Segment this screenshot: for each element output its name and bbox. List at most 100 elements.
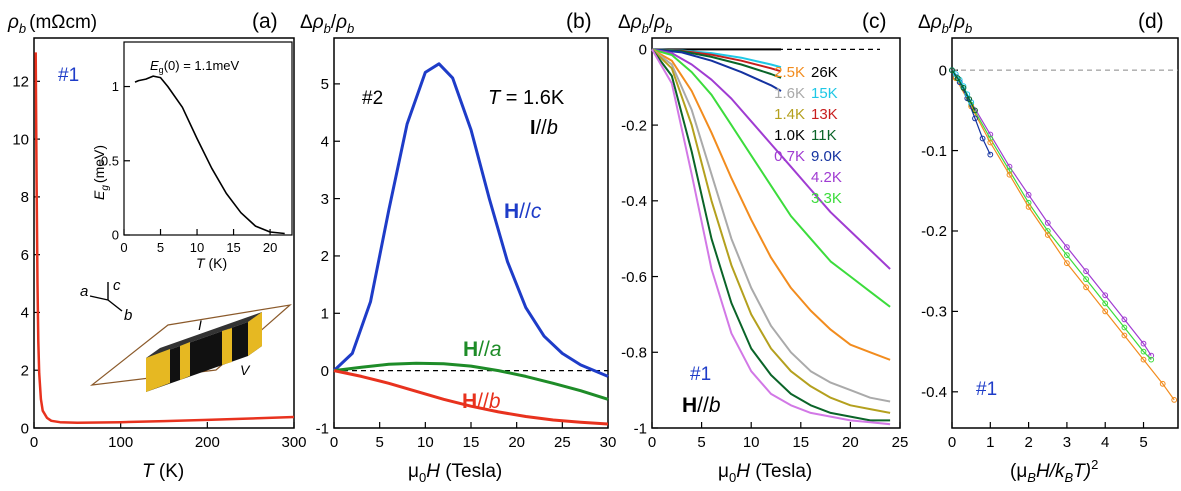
panel-b-xlabel-sub: 0 — [419, 470, 426, 485]
panel-c-ylabel-sub1: b — [642, 21, 649, 36]
data-point — [1044, 220, 1051, 226]
panel-c-field-sl: // — [697, 394, 709, 417]
label-Hb-sl: // — [477, 390, 489, 413]
inset-ylabel-unit: (meV) — [91, 145, 107, 183]
data-point — [949, 67, 955, 74]
panel-b-ytick-label: 5 — [321, 76, 329, 93]
panel-b-xtick-label: 25 — [554, 434, 571, 451]
series-H-b — [333, 369, 609, 426]
data-point — [1148, 356, 1155, 363]
panel-b-xtick-label: 15 — [463, 434, 480, 451]
legend-entry: 26K — [811, 64, 838, 81]
label-Ha-sl: // — [478, 338, 490, 361]
panel-b-ylabel: Δρb/ρb — [300, 12, 354, 36]
panel-a-sample: #1 — [58, 65, 79, 86]
panel-c-ytick-label: -0.6 — [621, 269, 647, 286]
inset-xlabel-italic: T — [196, 255, 206, 271]
data-point — [1121, 324, 1128, 331]
panel-b: (b) Δρb/ρb #2 T = 1.6K I//b H//c H//a H/… — [300, 10, 616, 485]
panel-d-ylabel: Δρb/ρb — [918, 12, 972, 36]
label-Ha: H//a — [463, 338, 502, 361]
legend-entry: 11K — [811, 127, 837, 144]
legend-entry: 1.0K — [774, 127, 805, 144]
series-3.3K — [955, 77, 1152, 361]
panel-c-ylabel-slash: / — [649, 12, 655, 33]
panel-b-ylabel-slash: / — [331, 12, 337, 33]
panel-d-ytick-label: -0.3 — [921, 304, 947, 321]
series-1.4K — [651, 48, 891, 414]
panel-d-ylabel-sub2: b — [965, 21, 972, 36]
panel-c-xtick-label: 10 — [743, 434, 760, 451]
panel-b-ylabel-rho1: ρ — [312, 12, 324, 33]
series-4.2K — [955, 76, 1152, 356]
panel-b-current-b: b — [547, 117, 558, 139]
data-point — [1102, 308, 1109, 315]
panel-b-sample: #2 — [362, 88, 383, 109]
panel-c-field: H//b — [682, 394, 721, 417]
data-point — [1121, 316, 1128, 323]
data-point — [1006, 171, 1013, 178]
panel-a-ytick-label: 10 — [12, 131, 29, 148]
axis-label-a: a — [80, 283, 88, 300]
panel-c-ytick-label: -0.2 — [621, 117, 647, 134]
data-point — [1025, 191, 1032, 198]
panel-d-ylabel-sub1: b — [942, 21, 949, 36]
crystal-schematic: c a b I V — [80, 277, 292, 392]
contact-pad-1 — [146, 349, 170, 392]
current-label-I: I — [198, 317, 202, 333]
panel-c-ylabel-rho1: ρ — [630, 12, 642, 33]
panel-a-ytick-label: 4 — [21, 305, 29, 322]
panel-c-xtick-label: 0 — [648, 434, 656, 451]
panel-c-ylabel-a: Δ — [618, 12, 631, 33]
panel-c-xlabel-H: H — [736, 461, 750, 482]
legend-entry: 2.5K — [774, 64, 805, 81]
panel-d-xlabel-p3: H/k — [1036, 461, 1066, 482]
series-2.5K — [955, 77, 1175, 401]
panel-b-ytick-label: -1 — [316, 420, 329, 437]
panel-c-ylabel-rho2: ρ — [653, 12, 665, 33]
panel-d-xtick-label: 2 — [1024, 434, 1032, 451]
panel-d-ytick-label: -0.2 — [921, 223, 947, 240]
series-0.7K — [651, 48, 891, 426]
panel-a-ylabel-unit: (mΩcm) — [29, 12, 97, 33]
data-point — [972, 115, 978, 122]
panel-d-ylabel-a: Δ — [918, 12, 931, 33]
data-point — [987, 139, 994, 146]
panel-a-ytick-label: 0 — [21, 420, 29, 437]
panel-b-ylabel-sub2: b — [347, 21, 354, 36]
inset-xlabel: T (K) — [196, 255, 227, 271]
inset-annotation-sub: g — [159, 65, 164, 75]
panel-b-ylabel-sub1: b — [324, 21, 331, 36]
series-H-c — [332, 62, 609, 378]
panel-c-ytick-label: -0.8 — [621, 345, 647, 362]
panel-b-ylabel-a: Δ — [300, 12, 313, 33]
panel-b-ytick-label: 1 — [321, 306, 329, 323]
panel-a-xtick-label: 100 — [108, 434, 133, 451]
voltage-label-V: V — [240, 362, 251, 378]
panel-b-ytick-label: 4 — [321, 133, 329, 150]
panel-c-xlabel-mu: μ — [718, 461, 729, 482]
inset-annotation-rest: (0) = 1.1meV — [164, 58, 240, 73]
data-point — [1159, 380, 1166, 387]
data-point — [1083, 268, 1089, 275]
inset-ytick-label: 1 — [112, 79, 119, 94]
panel-a-ylabel-sub: b — [19, 21, 26, 36]
series-4.2K — [651, 48, 891, 270]
panel-d-xlabel-p4: B — [1064, 470, 1073, 485]
panel-a-xtick-label: 200 — [195, 434, 220, 451]
inset-xtick-label: 0 — [120, 240, 127, 255]
inset-xtick-label: 15 — [226, 240, 240, 255]
series-9.0K — [651, 48, 782, 92]
panel-c-xtick-label: 15 — [792, 434, 809, 451]
label-Ha-a: a — [490, 338, 502, 361]
series-3.3K — [651, 48, 891, 308]
panel-b-xtick-label: 20 — [508, 434, 525, 451]
panel-b-temperature: T = 1.6K — [488, 87, 565, 109]
panel-b-xlabel-mu: μ — [408, 461, 419, 482]
inset-ytick-label: 0 — [112, 228, 119, 243]
panel-a-ylabel-main: ρ — [7, 12, 19, 33]
data-point — [1140, 340, 1147, 347]
panel-b-xlabel: μ0H (Tesla) — [408, 461, 502, 485]
data-point — [972, 107, 978, 114]
